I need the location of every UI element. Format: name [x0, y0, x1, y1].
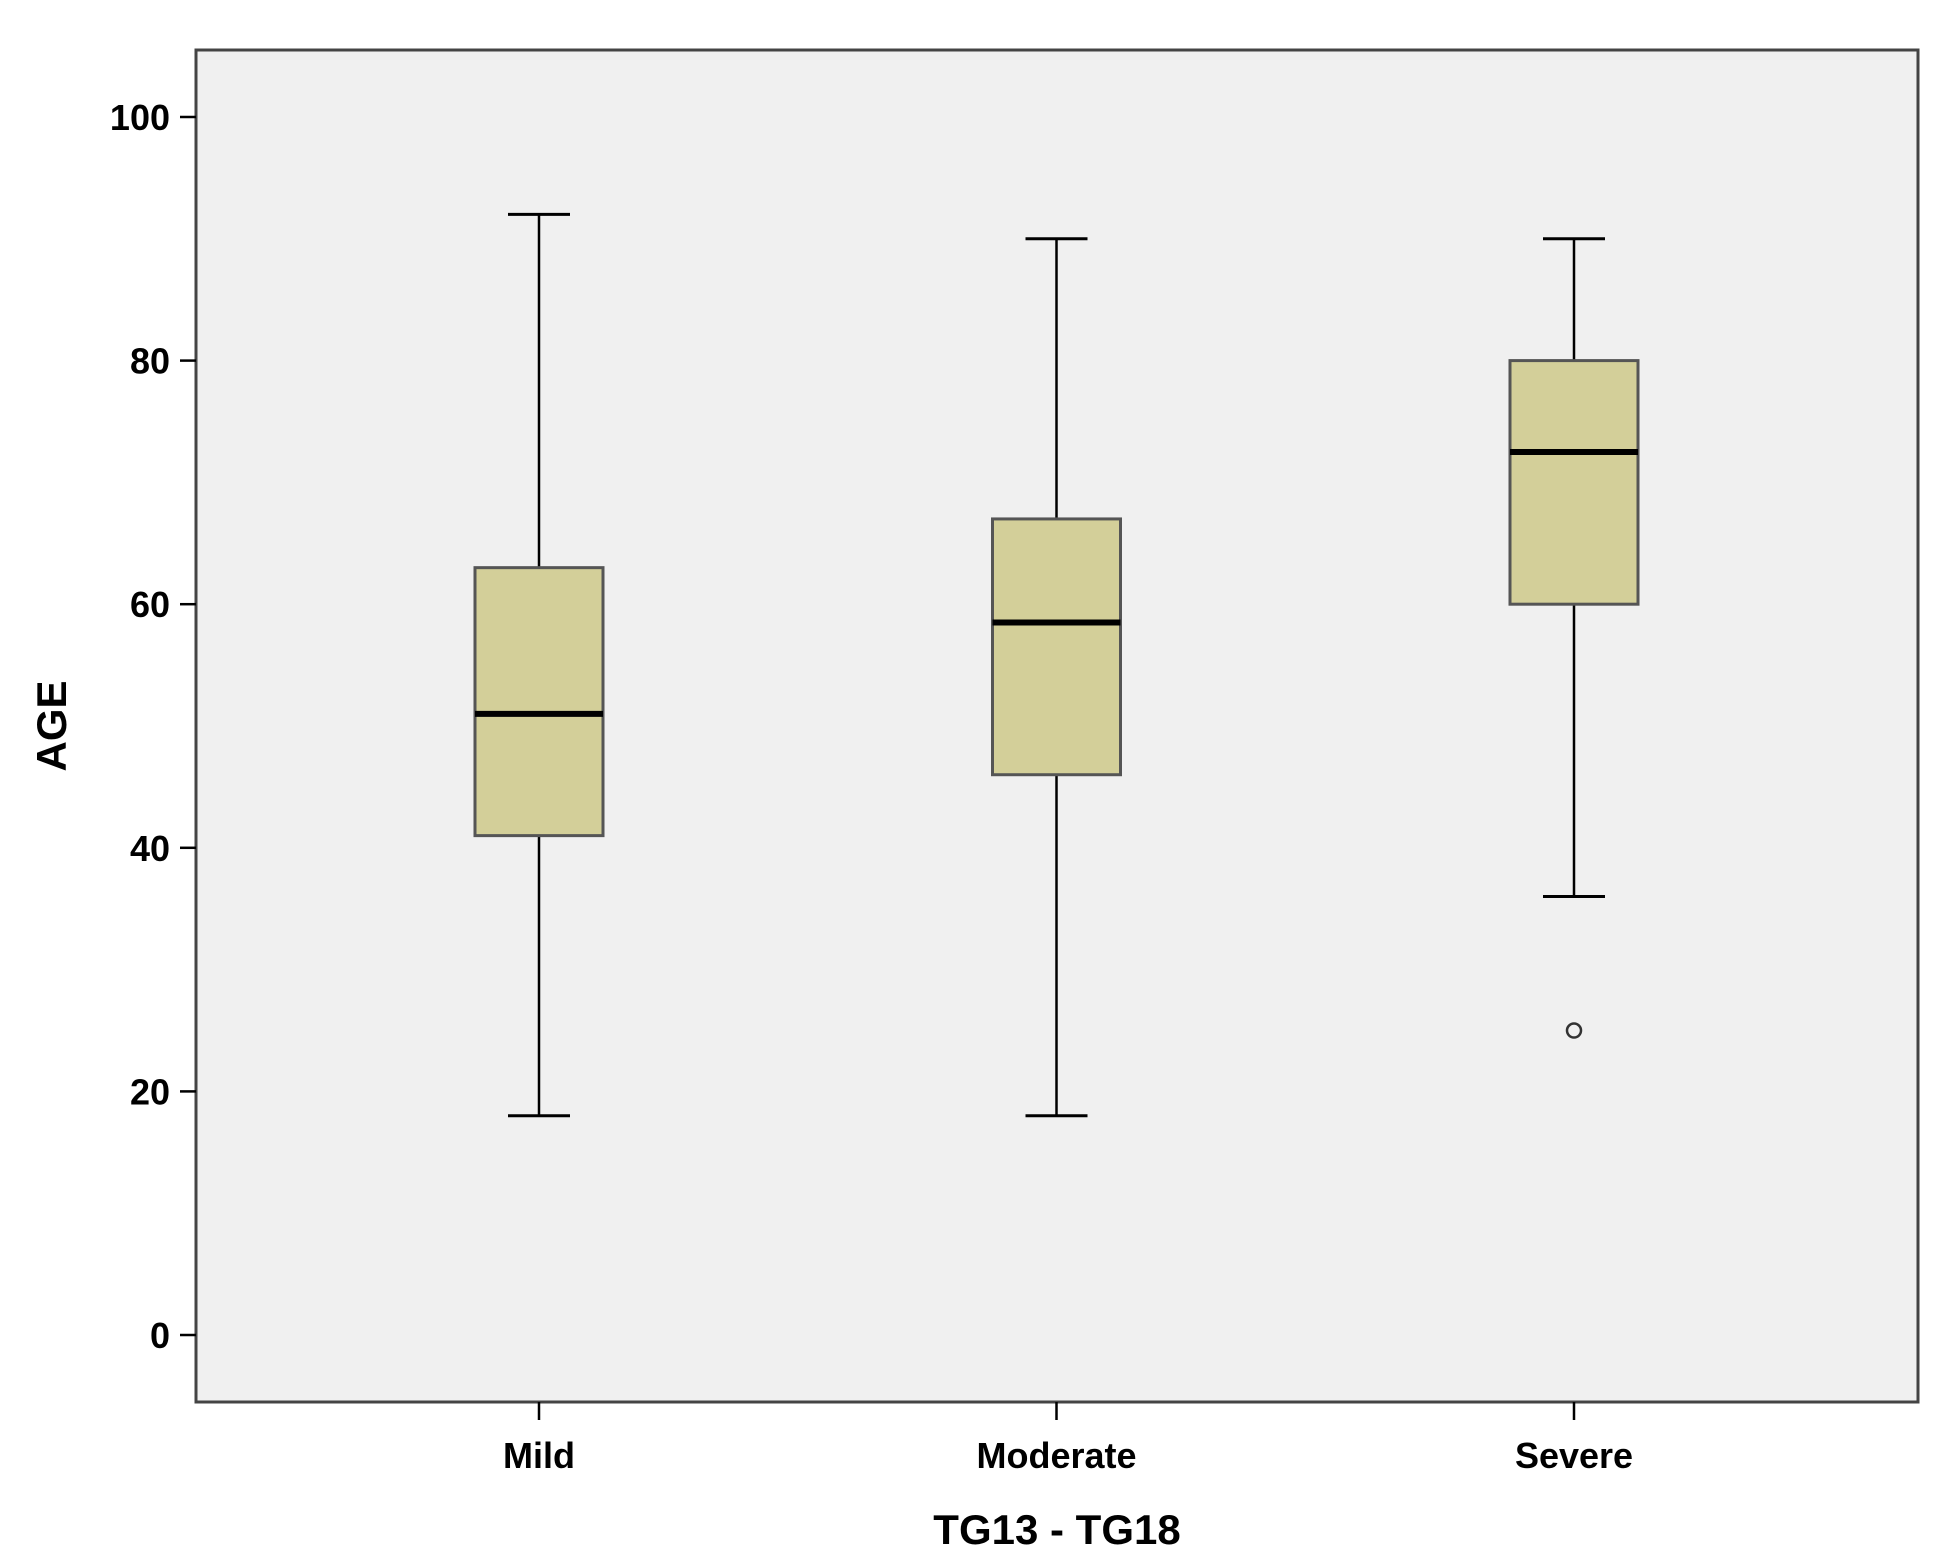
y-tick-label: 40 — [130, 828, 170, 869]
y-axis: 0 20 40 60 80 100 — [110, 97, 196, 1356]
y-axis-title: AGE — [28, 680, 75, 771]
x-tick-label: Mild — [503, 1435, 575, 1476]
box-series — [473, 212, 1640, 1118]
y-tick-label: 100 — [110, 97, 170, 138]
y-tick-label: 0 — [150, 1315, 170, 1356]
y-tick-label: 80 — [130, 341, 170, 382]
box-severe — [1508, 237, 1640, 1039]
x-axis: Mild Moderate Severe — [503, 1402, 1633, 1476]
x-tick-label: Severe — [1515, 1435, 1633, 1476]
iqr-box — [991, 517, 1122, 777]
y-tick-label: 60 — [130, 584, 170, 625]
box-moderate — [991, 237, 1122, 1118]
y-tick-label: 20 — [130, 1071, 170, 1112]
box-mild — [473, 212, 605, 1118]
outlier-point — [1565, 1022, 1583, 1039]
iqr-box — [1508, 359, 1640, 606]
x-tick-label: Moderate — [976, 1435, 1136, 1476]
iqr-box — [473, 566, 605, 838]
x-axis-title: TG13 - TG18 — [933, 1506, 1180, 1553]
